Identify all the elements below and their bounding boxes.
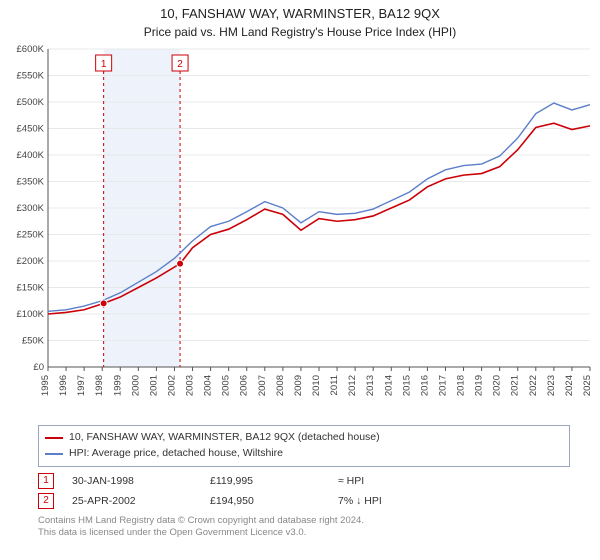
svg-text:£150K: £150K <box>17 283 45 294</box>
transaction-table: 1 30-JAN-1998 £119,995 ≈ HPI 2 25-APR-20… <box>38 471 570 511</box>
svg-text:2010: 2010 <box>311 375 322 396</box>
svg-text:2008: 2008 <box>275 375 286 396</box>
chart-container: £0 £50K £100K £150K £200K £250K £300K £350K £400… <box>0 41 600 421</box>
svg-text:2016: 2016 <box>419 375 430 396</box>
legend-item: 10, FANSHAW WAY, WARMINSTER, BA12 9QX (d… <box>45 430 563 446</box>
transaction-date: 25-APR-2002 <box>72 495 192 507</box>
legend-swatch <box>45 437 63 439</box>
svg-text:£550K: £550K <box>17 71 45 82</box>
transaction-marker-icon: 1 <box>38 473 54 489</box>
transaction-delta: ≈ HPI <box>338 475 438 487</box>
svg-text:£200K: £200K <box>17 256 45 267</box>
svg-text:1997: 1997 <box>76 375 87 396</box>
svg-text:2024: 2024 <box>564 375 575 396</box>
svg-text:2011: 2011 <box>329 375 340 395</box>
svg-text:£50K: £50K <box>22 336 45 347</box>
svg-text:£0: £0 <box>33 362 44 373</box>
svg-text:£350K: £350K <box>17 177 45 188</box>
svg-text:2007: 2007 <box>257 375 268 396</box>
svg-text:2004: 2004 <box>203 375 214 396</box>
svg-text:1998: 1998 <box>94 375 105 396</box>
svg-text:£300K: £300K <box>17 203 45 214</box>
chart-title-block: 10, FANSHAW WAY, WARMINSTER, BA12 9QX Pr… <box>0 0 600 41</box>
svg-text:£250K: £250K <box>17 230 45 241</box>
legend-label: 10, FANSHAW WAY, WARMINSTER, BA12 9QX (d… <box>69 430 380 446</box>
legend: 10, FANSHAW WAY, WARMINSTER, BA12 9QX (d… <box>38 425 570 467</box>
transaction-marker-icon: 2 <box>38 493 54 509</box>
transaction-delta: 7% ↓ HPI <box>338 495 438 507</box>
svg-text:2012: 2012 <box>347 375 358 396</box>
svg-text:2006: 2006 <box>239 375 250 396</box>
svg-text:2018: 2018 <box>456 375 467 396</box>
licence-line: This data is licensed under the Open Gov… <box>38 527 570 539</box>
svg-text:2003: 2003 <box>185 375 196 396</box>
svg-text:2005: 2005 <box>221 375 232 396</box>
copyright-line: Contains HM Land Registry data © Crown c… <box>38 515 570 527</box>
table-row: 2 25-APR-2002 £194,950 7% ↓ HPI <box>38 491 570 511</box>
svg-text:2017: 2017 <box>437 375 448 396</box>
svg-text:2023: 2023 <box>546 375 557 396</box>
svg-text:2021: 2021 <box>510 375 521 396</box>
svg-text:£100K: £100K <box>17 309 45 320</box>
svg-text:£450K: £450K <box>17 124 45 135</box>
footer: Contains HM Land Registry data © Crown c… <box>38 515 570 540</box>
transaction-price: £119,995 <box>210 475 320 487</box>
svg-text:2025: 2025 <box>582 375 593 396</box>
svg-text:2009: 2009 <box>293 375 304 396</box>
svg-text:1: 1 <box>101 59 107 70</box>
chart-subtitle: Price paid vs. HM Land Registry's House … <box>0 25 600 39</box>
svg-text:2000: 2000 <box>130 375 141 396</box>
svg-text:2022: 2022 <box>528 375 539 396</box>
svg-text:£600K: £600K <box>17 44 45 55</box>
svg-text:1996: 1996 <box>58 375 69 396</box>
svg-text:2: 2 <box>177 59 183 70</box>
svg-text:1995: 1995 <box>40 375 51 396</box>
table-row: 1 30-JAN-1998 £119,995 ≈ HPI <box>38 471 570 491</box>
svg-text:£400K: £400K <box>17 150 45 161</box>
svg-text:2015: 2015 <box>401 375 412 396</box>
legend-label: HPI: Average price, detached house, Wilt… <box>69 446 283 462</box>
svg-text:2020: 2020 <box>492 375 503 396</box>
price-chart: £0 £50K £100K £150K £200K £250K £300K £350K £400… <box>0 41 600 421</box>
svg-text:2013: 2013 <box>365 375 376 396</box>
legend-item: HPI: Average price, detached house, Wilt… <box>45 446 563 462</box>
svg-text:2001: 2001 <box>148 375 159 396</box>
svg-text:£500K: £500K <box>17 97 45 108</box>
legend-swatch <box>45 453 63 455</box>
svg-text:2014: 2014 <box>383 375 394 396</box>
svg-text:2019: 2019 <box>474 375 485 396</box>
svg-text:2002: 2002 <box>166 375 177 396</box>
chart-title: 10, FANSHAW WAY, WARMINSTER, BA12 9QX <box>0 6 600 21</box>
transaction-date: 30-JAN-1998 <box>72 475 192 487</box>
svg-text:1999: 1999 <box>112 375 123 396</box>
transaction-price: £194,950 <box>210 495 320 507</box>
